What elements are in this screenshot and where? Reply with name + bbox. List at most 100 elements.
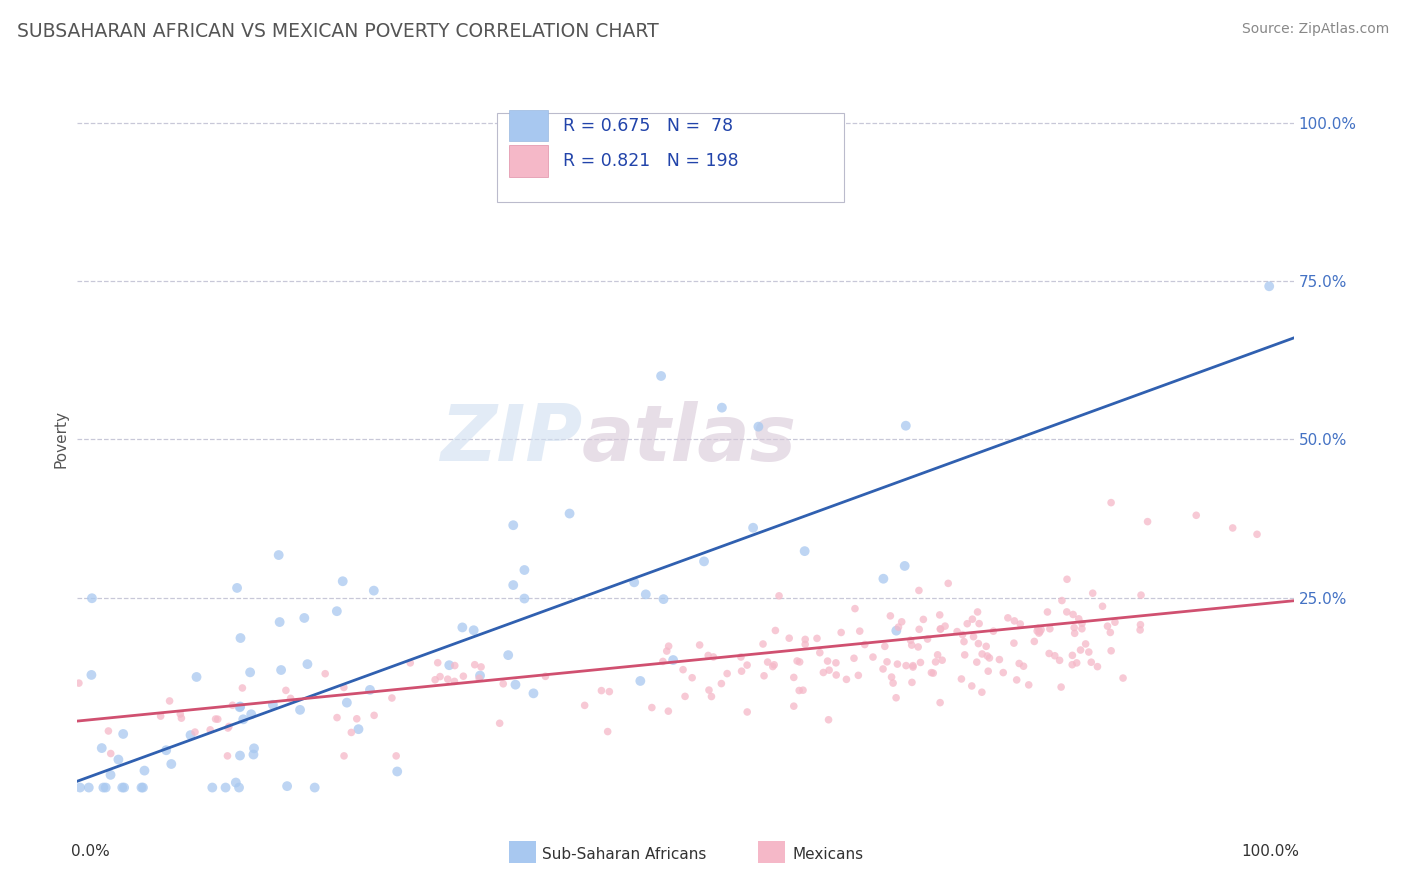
Point [752, 637, 775, 651]
Point [956, 616, 979, 631]
Point [1050, 680, 1073, 694]
Point [67, 676, 90, 690]
Point [1097, 619, 1119, 633]
Point [262, 698, 284, 712]
Point [1002, 636, 1025, 650]
Point [783, 670, 806, 684]
Point [825, 656, 848, 670]
Point [763, 657, 786, 672]
Point [574, 698, 596, 713]
Point [697, 648, 720, 663]
Point [492, 677, 515, 691]
Point [426, 656, 449, 670]
Point [908, 623, 931, 637]
Point [967, 616, 990, 631]
Point [1005, 673, 1028, 687]
Point [846, 668, 869, 682]
Point [952, 627, 974, 641]
Point [747, 419, 769, 434]
Point [463, 624, 485, 638]
Point [879, 608, 901, 623]
Point [872, 662, 894, 676]
Point [1062, 657, 1084, 672]
Text: 0.0%: 0.0% [72, 844, 110, 858]
Point [1077, 645, 1099, 659]
Point [111, 780, 134, 795]
Point [884, 624, 907, 638]
Point [1029, 624, 1052, 639]
Point [623, 575, 645, 590]
Point [97, 723, 120, 738]
Point [936, 576, 959, 591]
Point [1063, 621, 1085, 635]
Point [1043, 648, 1066, 663]
Text: R = 0.821   N = 198: R = 0.821 N = 198 [562, 152, 738, 170]
Point [326, 604, 349, 618]
Point [946, 624, 969, 639]
Point [967, 637, 990, 651]
Point [225, 775, 247, 789]
Point [907, 640, 929, 654]
Point [970, 685, 993, 699]
Point [657, 704, 679, 718]
Point [1039, 622, 1062, 636]
Point [920, 665, 942, 680]
Point [112, 727, 135, 741]
Point [1067, 612, 1090, 626]
Point [924, 655, 946, 669]
Point [451, 620, 474, 634]
Point [496, 648, 519, 662]
Point [890, 615, 912, 629]
Point [502, 578, 524, 592]
Point [700, 690, 723, 704]
Point [848, 624, 870, 639]
Point [1063, 626, 1085, 640]
Point [786, 654, 808, 668]
Point [1012, 659, 1035, 673]
Point [269, 615, 291, 629]
Point [229, 748, 252, 763]
Point [464, 657, 486, 672]
Point [363, 708, 385, 723]
Point [77, 780, 100, 795]
Point [314, 666, 336, 681]
Point [80, 668, 103, 682]
Point [134, 764, 156, 778]
Point [1087, 659, 1109, 673]
Point [787, 683, 810, 698]
Point [240, 707, 263, 722]
Point [825, 668, 848, 682]
Point [886, 657, 908, 672]
Point [974, 640, 997, 654]
Point [1074, 637, 1097, 651]
Point [658, 639, 681, 653]
Point [710, 401, 733, 415]
Point [1066, 656, 1088, 670]
Point [280, 691, 302, 706]
Point [453, 669, 475, 683]
Point [842, 651, 865, 665]
Point [429, 670, 451, 684]
Point [1050, 593, 1073, 607]
Point [297, 657, 319, 672]
Point [979, 651, 1001, 665]
Point [436, 672, 458, 686]
Point [1026, 621, 1049, 635]
Text: Source: ZipAtlas.com: Source: ZipAtlas.com [1241, 22, 1389, 37]
FancyBboxPatch shape [509, 145, 548, 177]
Point [112, 780, 135, 795]
Text: atlas: atlas [582, 401, 797, 477]
Point [1024, 634, 1046, 648]
Point [184, 725, 207, 739]
Point [304, 780, 326, 795]
Point [983, 624, 1005, 639]
Point [596, 724, 619, 739]
Point [977, 664, 1000, 678]
Point [922, 666, 945, 681]
Point [1246, 527, 1268, 541]
Point [100, 747, 122, 761]
Point [214, 780, 236, 795]
Point [730, 664, 752, 678]
Point [768, 589, 790, 603]
Point [912, 612, 935, 626]
